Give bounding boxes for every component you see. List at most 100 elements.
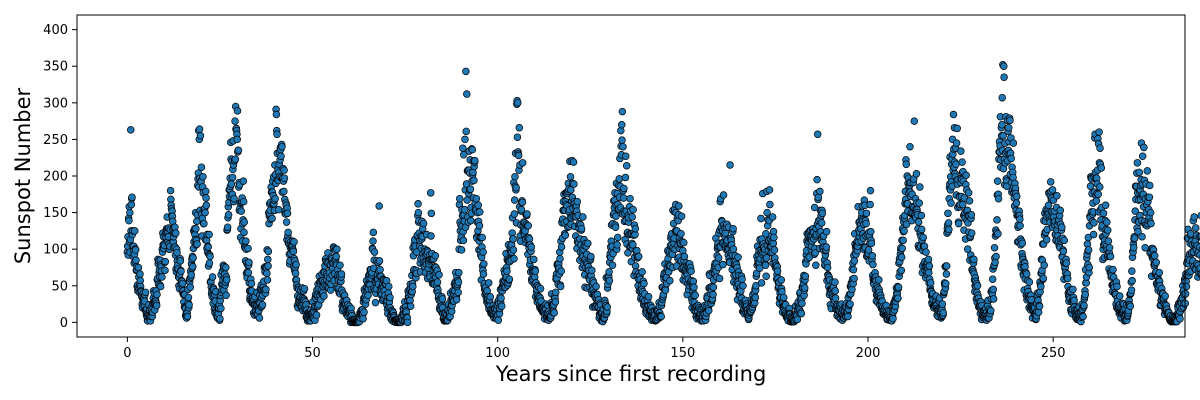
data-point bbox=[621, 152, 630, 160]
y-tick-label: 300 bbox=[43, 96, 68, 111]
data-point bbox=[127, 126, 135, 134]
data-point bbox=[822, 243, 831, 251]
data-point bbox=[897, 266, 906, 275]
data-point bbox=[994, 230, 1002, 238]
data-point bbox=[1099, 209, 1108, 218]
data-point bbox=[573, 197, 582, 206]
data-point bbox=[605, 276, 614, 285]
data-point bbox=[409, 282, 417, 291]
data-point bbox=[199, 172, 207, 181]
data-point bbox=[512, 183, 520, 192]
data-point bbox=[419, 219, 428, 228]
data-point bbox=[369, 228, 378, 237]
data-point bbox=[629, 205, 637, 214]
data-point bbox=[272, 110, 281, 119]
data-point bbox=[1101, 201, 1110, 210]
data-point bbox=[797, 309, 806, 318]
data-point bbox=[816, 187, 824, 196]
data-point bbox=[801, 272, 810, 281]
data-point bbox=[200, 219, 208, 228]
data-point bbox=[1090, 219, 1098, 227]
data-point bbox=[125, 216, 133, 225]
data-point bbox=[1092, 197, 1101, 205]
data-point bbox=[239, 177, 248, 185]
data-point bbox=[734, 253, 742, 261]
data-point bbox=[957, 147, 965, 155]
data-point bbox=[952, 160, 960, 169]
data-point bbox=[912, 170, 921, 178]
data-point bbox=[922, 248, 930, 256]
data-point bbox=[1176, 314, 1184, 323]
data-point bbox=[515, 123, 524, 132]
data-point bbox=[628, 213, 636, 221]
data-point bbox=[773, 267, 782, 275]
data-point bbox=[556, 254, 564, 263]
y-tick-label: 250 bbox=[43, 133, 68, 148]
data-point bbox=[470, 176, 478, 185]
data-point bbox=[230, 194, 238, 203]
data-point bbox=[479, 248, 487, 256]
data-point bbox=[359, 314, 367, 323]
data-point bbox=[902, 160, 911, 169]
data-point bbox=[336, 261, 344, 270]
data-point bbox=[484, 279, 493, 287]
data-point bbox=[588, 266, 596, 275]
data-point bbox=[178, 279, 187, 288]
data-point bbox=[619, 142, 627, 151]
data-point bbox=[370, 248, 379, 256]
data-point bbox=[1060, 236, 1069, 245]
data-point bbox=[561, 231, 570, 240]
data-point bbox=[640, 279, 648, 288]
data-point bbox=[273, 130, 281, 139]
data-point bbox=[1094, 190, 1102, 199]
data-point bbox=[452, 295, 461, 304]
data-point bbox=[479, 270, 488, 278]
data-point bbox=[945, 225, 953, 234]
data-point bbox=[518, 198, 527, 207]
y-tick-label: 100 bbox=[43, 243, 68, 258]
data-point bbox=[1096, 144, 1104, 152]
data-point bbox=[524, 222, 532, 230]
data-point bbox=[136, 270, 144, 278]
data-point bbox=[486, 293, 495, 301]
data-point bbox=[509, 246, 518, 254]
data-point bbox=[577, 224, 586, 233]
data-point bbox=[497, 294, 505, 302]
data-point bbox=[800, 284, 809, 292]
data-point bbox=[476, 208, 484, 216]
data-point bbox=[223, 223, 232, 231]
data-point bbox=[994, 194, 1003, 203]
data-point bbox=[291, 269, 300, 278]
data-point bbox=[889, 314, 897, 323]
data-point bbox=[926, 279, 935, 287]
data-point bbox=[1007, 154, 1015, 163]
data-point bbox=[454, 278, 463, 286]
data-point bbox=[608, 261, 617, 270]
data-point bbox=[131, 227, 139, 235]
data-point bbox=[1145, 193, 1154, 201]
data-point bbox=[988, 275, 997, 283]
data-point bbox=[206, 252, 214, 261]
data-point bbox=[193, 240, 201, 248]
data-point bbox=[245, 258, 253, 267]
data-point bbox=[661, 286, 670, 294]
data-point bbox=[195, 125, 204, 133]
data-point bbox=[900, 227, 908, 235]
y-axis-label: Sunspot Number bbox=[11, 87, 35, 264]
data-point bbox=[1127, 286, 1136, 294]
data-point bbox=[949, 110, 958, 119]
data-point bbox=[268, 214, 276, 223]
data-point bbox=[1059, 247, 1068, 256]
data-point bbox=[503, 267, 511, 275]
data-point bbox=[1053, 192, 1061, 200]
data-point bbox=[793, 315, 802, 324]
data-point bbox=[1079, 312, 1087, 321]
x-tick-label: 50 bbox=[304, 346, 321, 361]
data-point bbox=[385, 282, 393, 291]
y-tick-label: 0 bbox=[60, 316, 68, 331]
data-point bbox=[916, 183, 924, 191]
data-point bbox=[958, 200, 967, 209]
data-point bbox=[233, 107, 242, 115]
